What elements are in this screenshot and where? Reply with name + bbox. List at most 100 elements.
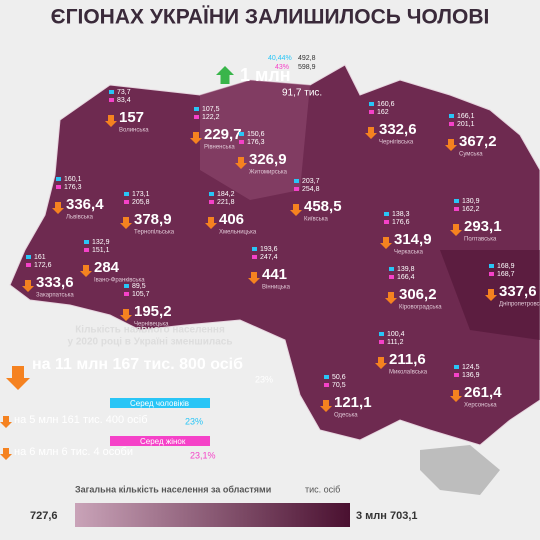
region-value: 121,1: [334, 394, 372, 411]
men-value: 166,1: [457, 113, 475, 120]
down-arrow: [0, 416, 12, 428]
men-bar: [454, 365, 459, 369]
region-value: 336,4: [66, 196, 104, 213]
women-bar: [56, 185, 61, 189]
men-value: 130,9: [462, 198, 480, 205]
men-value: 138,3: [392, 211, 410, 218]
women-value: 201,1: [457, 121, 475, 128]
men-value: 50,6: [332, 374, 346, 381]
men-bar: [252, 247, 257, 251]
legend-unit: тис. осіб: [305, 484, 340, 494]
women-label-bg: [110, 436, 210, 446]
women-value: 162: [377, 109, 389, 116]
women-bar: [454, 373, 459, 377]
women-value: 247,4: [260, 254, 278, 261]
region-value: 367,2: [459, 133, 497, 150]
region-name: Хмельницька: [219, 230, 257, 236]
region-name: Рівненська: [204, 145, 235, 151]
down-arrow: [205, 217, 217, 229]
region-value: 261,4: [464, 384, 502, 401]
region-name: Черкаська: [394, 250, 424, 256]
men-bar: [124, 284, 129, 288]
men-value: 132,9: [92, 239, 110, 246]
men-bar: [324, 375, 329, 379]
region-value: 293,1: [464, 218, 502, 235]
region-name: Сумська: [459, 152, 483, 158]
down-arrow: [235, 157, 247, 169]
summary-pct: 23%: [255, 374, 273, 384]
women-value: 70,5: [332, 382, 346, 389]
down-arrow: [445, 139, 457, 151]
men-bar: [489, 264, 494, 268]
capital-sub: 91,7 тис.: [282, 88, 322, 99]
women-value: 162,2: [462, 206, 480, 213]
women-bar: [294, 187, 299, 191]
down-arrow: [6, 366, 30, 390]
men-bar: [109, 90, 114, 94]
down-arrow: [375, 357, 387, 369]
women-bar: [194, 115, 199, 119]
region-name: Миколаївська: [389, 370, 428, 376]
men-value: 100,4: [387, 331, 405, 338]
region-shade: [200, 80, 310, 200]
capital-value: 1 млн: [240, 65, 291, 85]
region-value: 406: [219, 211, 244, 228]
women-bar: [379, 340, 384, 344]
women-value: 151,1: [92, 247, 110, 254]
region-value: 378,9: [134, 211, 172, 228]
down-arrow: [365, 127, 377, 139]
women-bar: [389, 275, 394, 279]
women-pct: 23,1%: [190, 450, 216, 460]
region-value: 326,9: [249, 151, 287, 168]
women-bar: [369, 110, 374, 114]
crimea: [420, 445, 500, 495]
women-total: на 6 млн 6 тис. 4 особи: [14, 446, 133, 458]
men-bar: [26, 255, 31, 259]
men-pct: 23%: [185, 416, 203, 426]
region-name: Вінницька: [262, 285, 291, 291]
region-value: 211,6: [389, 351, 426, 368]
women-label: Серед жінок: [140, 437, 186, 446]
legend-gradient: [75, 503, 350, 527]
women-bar: [252, 255, 257, 259]
legend-min: 727,6: [30, 510, 58, 522]
women-bar: [384, 220, 389, 224]
region-value: 333,6: [36, 274, 74, 291]
men-value: 184,2: [217, 191, 235, 198]
capital-men: 492,8: [298, 55, 316, 62]
summary-line: у 2020 році в Україні зменшилась: [68, 337, 233, 348]
men-bar: [379, 332, 384, 336]
summary-total: на 11 млн 167 тис. 800 осіб: [32, 356, 243, 373]
men-label-bg: [110, 398, 210, 408]
region-value: 314,9: [394, 231, 432, 248]
men-bar: [56, 177, 61, 181]
men-bar: [294, 179, 299, 183]
down-arrow: [290, 204, 302, 216]
women-value: 172,6: [34, 262, 52, 269]
men-value: 73,7: [117, 89, 131, 96]
capital-women: 598,9: [298, 64, 316, 71]
down-arrow: [52, 202, 64, 214]
region-value: 229,7: [204, 126, 242, 143]
region-name: Львівська: [66, 215, 94, 221]
down-arrow: [80, 265, 92, 277]
region-name: Івано-Франківська: [94, 278, 145, 284]
legend-max: 3 млн 703,1: [356, 510, 418, 522]
capital-women-pct: 43%: [275, 64, 289, 71]
men-value: 193,6: [260, 246, 278, 253]
men-bar: [194, 107, 199, 111]
down-arrow: [105, 115, 117, 127]
region-name: Херсонська: [464, 403, 497, 409]
men-bar: [369, 102, 374, 106]
region-name: Дніпропетровська: [499, 302, 540, 308]
down-arrow: [385, 292, 397, 304]
women-bar: [449, 122, 454, 126]
men-bar: [449, 114, 454, 118]
men-total: на 5 млн 161 тис. 400 осіб: [14, 414, 148, 426]
men-value: 124,5: [462, 364, 480, 371]
men-bar: [239, 132, 244, 136]
men-value: 203,7: [302, 178, 320, 185]
men-bar: [124, 192, 129, 196]
men-value: 89,5: [132, 283, 146, 290]
